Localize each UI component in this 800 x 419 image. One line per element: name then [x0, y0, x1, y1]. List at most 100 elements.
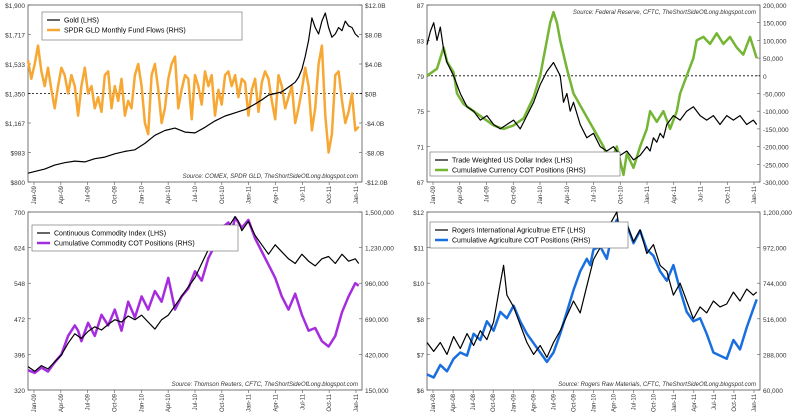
right-axis-tick-label: 150,000 [365, 388, 389, 395]
left-axis-tick-label: $1,717 [5, 33, 25, 40]
x-axis-tick-label: Jan-11 [752, 393, 758, 412]
x-axis-tick-label: Apr-11 [692, 393, 698, 411]
source-note: Source: COMEX, SPDR GLD, TheShortSideOfL… [183, 174, 358, 180]
x-axis-tick-label: Oct-10 [220, 185, 226, 204]
x-axis-tick-label: Apr-09 [59, 393, 65, 412]
left-axis-tick-label: $1,350 [5, 92, 25, 99]
left-axis-tick-label: $1,167 [5, 121, 25, 128]
left-axis-tick-label: $12 [413, 210, 424, 217]
left-axis-tick-label: $8 [417, 317, 425, 324]
x-axis-tick-label: Oct-11 [327, 185, 333, 203]
right-axis-tick-label: $0B [365, 92, 377, 99]
left-axis-tick-label: 71 [417, 145, 425, 152]
x-axis-tick-label: Apr-11 [274, 185, 280, 203]
x-axis-tick-label: Jan-09 [32, 393, 38, 412]
x-axis-tick-label: Jul-09 [551, 393, 557, 410]
right-axis-tick-label: 1,230,000 [365, 246, 394, 253]
left-axis-tick-label: 472 [14, 317, 25, 324]
right-axis-tick-label: $8.0B [365, 33, 382, 40]
series-line [426, 218, 758, 379]
left-axis-tick-label: 396 [14, 352, 25, 359]
x-axis-tick-label: Jan-09 [431, 185, 437, 204]
x-axis-tick-label: Jan-10 [538, 185, 544, 204]
x-axis-tick-label: Apr-09 [531, 393, 537, 412]
x-axis-tick-label: Jan-09 [511, 393, 517, 412]
right-axis-tick-label: 150,000 [763, 21, 787, 28]
series-line [27, 216, 360, 372]
left-axis-tick-label: 87 [417, 3, 425, 10]
right-axis-tick-label: 288,000 [763, 352, 787, 359]
source-note: Source: Thomson Reuters, CFTC, TheShortS… [172, 382, 358, 388]
right-axis-tick-label: -300,000 [763, 180, 789, 187]
x-axis-tick-label: Apr-11 [274, 393, 280, 411]
chart-panel-4: $6 $7 $8 $10 $11 $12 60,000 288,000 516,000 744,0… [413, 210, 792, 412]
series-line [27, 12, 360, 174]
x-axis-tick-label: Oct-08 [491, 393, 497, 412]
x-axis-tick-label: Oct-09 [511, 185, 517, 204]
left-axis-tick-label: $800 [11, 180, 26, 187]
x-axis-tick-label: Jan-11 [247, 393, 253, 412]
right-axis-tick-label: -250,000 [763, 162, 789, 169]
left-axis-tick-label: 700 [14, 210, 25, 217]
x-axis-tick-label: Oct-09 [113, 393, 119, 412]
legend-label: Cumulative Agriculture COT Positions (RH… [452, 238, 590, 245]
x-axis-tick-label: Jan-10 [592, 393, 598, 412]
x-axis-tick-label: Oct-11 [725, 185, 731, 203]
x-axis-tick-label: Apr-10 [565, 185, 571, 204]
right-axis-tick-label: -150,000 [763, 127, 789, 134]
x-axis-tick-label: Jul-08 [471, 393, 477, 410]
x-axis-tick-label: Jan-11 [354, 185, 360, 204]
legend-label: Continuous Commodity Index (LHS) [54, 231, 166, 238]
x-axis-tick-label: Jan-11 [752, 185, 758, 204]
right-axis-tick-label: -$12.0B [365, 180, 388, 187]
right-axis-tick-label: 960,000 [365, 281, 389, 288]
right-axis-tick-label: 690,000 [365, 317, 389, 324]
left-axis-tick-label: 67 [417, 180, 425, 187]
series-line [26, 44, 360, 154]
x-axis-tick-label: Jul-11 [300, 393, 306, 410]
right-axis-tick-label: 972,000 [763, 246, 787, 253]
x-axis-tick-label: Oct-09 [113, 185, 119, 204]
left-axis-tick-label: 79 [417, 74, 425, 81]
legend-label: Trade Weighted US Dollar Index (LHS) [452, 158, 573, 165]
legend-label: Cumulative Currency COT Positions (RHS) [452, 168, 586, 175]
x-axis-tick-label: Jan-11 [247, 185, 253, 204]
x-axis-tick-label: Apr-09 [59, 185, 65, 204]
x-axis-tick-label: Apr-10 [166, 393, 172, 412]
source-note: Source: Federal Reserve, CFTC, TheShortS… [573, 10, 756, 16]
x-axis-tick-label: Jan-09 [32, 185, 38, 204]
x-axis-tick-label: Oct-10 [220, 393, 226, 412]
right-axis-tick-label: -50,000 [763, 92, 785, 99]
chart-panel-1: $800 $983 $1,167 $1,350 $1,533 $1,717 $1,900 -$… [5, 3, 388, 204]
x-axis-tick-label: Oct-10 [652, 393, 658, 412]
x-axis-tick-label: Apr-10 [166, 185, 172, 204]
x-axis-tick-label: Oct-11 [327, 393, 333, 411]
x-axis-tick-label: Jul-11 [699, 185, 705, 202]
left-axis-tick-label: 320 [14, 388, 25, 395]
right-axis-tick-label: 1,500,000 [365, 210, 394, 217]
left-axis-tick-label: $983 [11, 151, 26, 158]
x-axis-tick-label: Jul-09 [485, 185, 491, 202]
legend-label: Rogers International Agricultrue ETF (LH… [452, 228, 585, 235]
right-axis-tick-label: 516,000 [763, 317, 787, 324]
legend-label: SPDR GLD Monthly Fund Flows (RHS) [64, 28, 186, 35]
left-axis-tick-label: 548 [14, 281, 25, 288]
chart-panel-3: 320 396 472 548 624 700 150,000 420,000 690,000 9… [14, 210, 394, 412]
source-note: Source: Rogers Raw Materials, CFTC, TheS… [558, 382, 756, 388]
right-axis-tick-label: $4.0B [365, 62, 382, 69]
x-axis-tick-label: Jan-10 [139, 185, 145, 204]
x-axis-tick-label: Oct-11 [732, 393, 738, 411]
left-axis-tick-label: $6 [417, 388, 425, 395]
x-axis-tick-label: Apr-09 [458, 185, 464, 204]
x-axis-tick-label: Jul-11 [300, 185, 306, 202]
right-axis-tick-label: -$4.0B [365, 121, 384, 128]
right-axis-tick-label: 744,000 [763, 281, 787, 288]
chart-panel-2: 67 71 75 79 83 87 -300,000 -250,000 -200,000 -150… [417, 3, 789, 204]
right-axis-tick-label: 100,000 [763, 38, 787, 45]
legend-label: Gold (LHS) [64, 18, 99, 25]
right-axis-tick-label: -200,000 [763, 145, 789, 152]
legend-box [429, 151, 621, 177]
left-axis-tick-label: $10 [413, 281, 424, 288]
series-line [426, 211, 758, 358]
